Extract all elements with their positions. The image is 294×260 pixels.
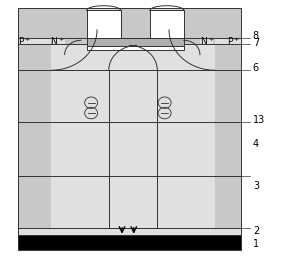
- Bar: [87, 46, 184, 50]
- Bar: [87, 38, 184, 45]
- Polygon shape: [87, 6, 121, 10]
- Text: 2: 2: [253, 226, 259, 236]
- Text: 8: 8: [253, 31, 259, 41]
- Text: 6: 6: [253, 63, 259, 73]
- Bar: [150, 10, 184, 38]
- Text: 1: 1: [253, 239, 259, 249]
- Bar: [87, 10, 121, 38]
- Text: 3: 3: [253, 181, 259, 191]
- Bar: [51, 44, 215, 70]
- Bar: [51, 70, 215, 228]
- Bar: [18, 8, 241, 250]
- Bar: [18, 70, 241, 228]
- Bar: [53, 38, 65, 55]
- Text: N$^+$: N$^+$: [50, 35, 65, 47]
- Bar: [18, 44, 241, 70]
- Bar: [18, 38, 51, 44]
- Bar: [18, 228, 241, 235]
- Text: P$^+$: P$^+$: [227, 35, 240, 47]
- Text: N$^+$: N$^+$: [200, 35, 215, 47]
- Bar: [109, 44, 157, 228]
- Polygon shape: [150, 6, 184, 10]
- Bar: [200, 38, 213, 55]
- Bar: [215, 38, 241, 44]
- Text: 4: 4: [253, 139, 259, 149]
- Text: 7: 7: [253, 38, 259, 48]
- Text: 13: 13: [253, 115, 265, 125]
- Bar: [18, 8, 241, 44]
- Text: P$^+$: P$^+$: [18, 35, 32, 47]
- Bar: [18, 235, 241, 250]
